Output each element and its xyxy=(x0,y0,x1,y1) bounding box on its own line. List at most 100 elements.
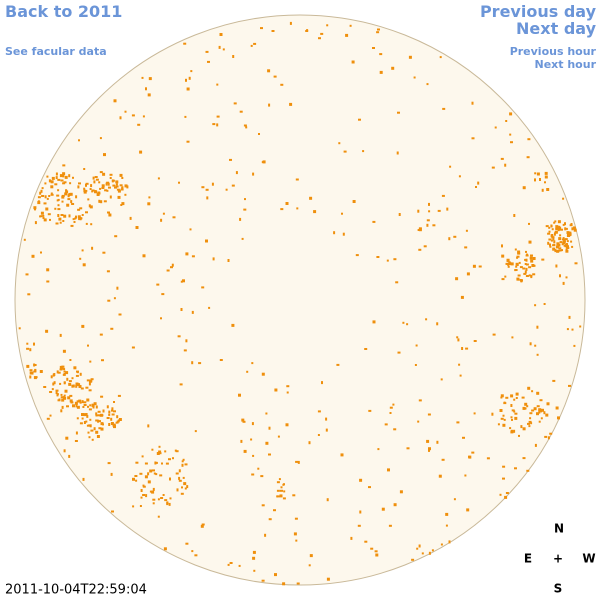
facula xyxy=(40,215,43,218)
facula xyxy=(461,347,464,350)
facula xyxy=(513,214,516,217)
facula xyxy=(191,310,194,314)
facula xyxy=(114,186,117,189)
facula xyxy=(376,31,380,34)
next-hour-link[interactable]: Next hour xyxy=(534,58,597,71)
facula xyxy=(231,184,235,187)
facula xyxy=(528,274,531,277)
facula xyxy=(295,178,299,181)
facula xyxy=(566,240,569,243)
facula xyxy=(393,503,397,507)
next-day-link[interactable]: Next day xyxy=(516,19,596,38)
facula xyxy=(142,115,145,118)
facula xyxy=(79,372,82,376)
facula xyxy=(333,231,336,235)
facula xyxy=(351,60,355,64)
facula xyxy=(96,193,100,196)
facula xyxy=(147,202,151,206)
facula xyxy=(391,66,395,70)
facula xyxy=(473,412,476,415)
facula xyxy=(453,498,456,501)
facula xyxy=(273,509,276,512)
facula xyxy=(426,223,429,227)
facula xyxy=(84,189,88,192)
previous-day-link[interactable]: Previous day xyxy=(479,2,596,21)
facula xyxy=(206,196,209,200)
facula xyxy=(57,214,60,217)
facula xyxy=(121,177,124,179)
facula xyxy=(149,469,153,473)
facula xyxy=(520,279,523,282)
facula xyxy=(29,348,32,352)
facula xyxy=(170,266,173,269)
facula xyxy=(527,386,531,390)
facula xyxy=(62,349,66,353)
facula xyxy=(261,372,265,376)
facula xyxy=(515,392,519,396)
facula xyxy=(46,197,49,200)
facula xyxy=(29,369,33,372)
facula xyxy=(285,202,289,205)
facula xyxy=(99,171,103,174)
facula xyxy=(466,272,470,276)
facula xyxy=(34,376,38,379)
facula xyxy=(432,224,436,227)
facula xyxy=(90,223,93,226)
facula xyxy=(505,492,509,494)
facula xyxy=(75,431,78,435)
facula xyxy=(529,342,532,346)
facula xyxy=(427,413,431,416)
facula xyxy=(82,477,85,481)
facula xyxy=(426,439,430,443)
facula xyxy=(95,405,98,409)
facula xyxy=(261,504,265,507)
facula xyxy=(178,181,180,184)
facula xyxy=(43,386,47,388)
facula xyxy=(418,248,422,251)
facular-data-link[interactable]: See facular data xyxy=(5,45,107,58)
facula xyxy=(55,172,58,176)
facula xyxy=(464,246,468,249)
facula xyxy=(147,472,150,476)
facula xyxy=(31,254,35,258)
facula xyxy=(113,99,117,103)
facula xyxy=(50,180,54,184)
facula xyxy=(295,539,298,542)
facula xyxy=(342,232,345,236)
facula xyxy=(414,364,417,366)
facula xyxy=(157,177,160,180)
facula xyxy=(294,517,298,520)
facula xyxy=(45,207,49,211)
facula xyxy=(103,153,106,157)
facula xyxy=(458,175,461,178)
facula xyxy=(428,210,431,213)
facula xyxy=(563,244,566,247)
facula xyxy=(50,375,53,379)
facula xyxy=(149,490,153,493)
back-link[interactable]: Back to 2011 xyxy=(5,2,123,21)
facula xyxy=(107,462,111,465)
facula xyxy=(49,414,52,417)
facula xyxy=(411,558,415,561)
facula xyxy=(71,377,74,380)
facula xyxy=(550,225,553,228)
facula xyxy=(83,404,87,406)
facula xyxy=(121,202,125,206)
facula xyxy=(570,240,573,243)
facula xyxy=(533,264,536,267)
facula xyxy=(99,333,103,336)
facula xyxy=(64,389,68,393)
facula xyxy=(559,234,562,237)
facula xyxy=(317,410,321,413)
facula xyxy=(355,254,359,257)
facula xyxy=(536,325,539,329)
facula xyxy=(313,210,317,214)
facula xyxy=(46,268,50,272)
facula xyxy=(201,186,205,189)
facula xyxy=(568,384,571,387)
facula xyxy=(336,363,340,366)
facula xyxy=(389,412,392,414)
facula xyxy=(338,142,341,145)
previous-hour-link[interactable]: Previous hour xyxy=(509,45,596,58)
facula xyxy=(97,419,100,423)
